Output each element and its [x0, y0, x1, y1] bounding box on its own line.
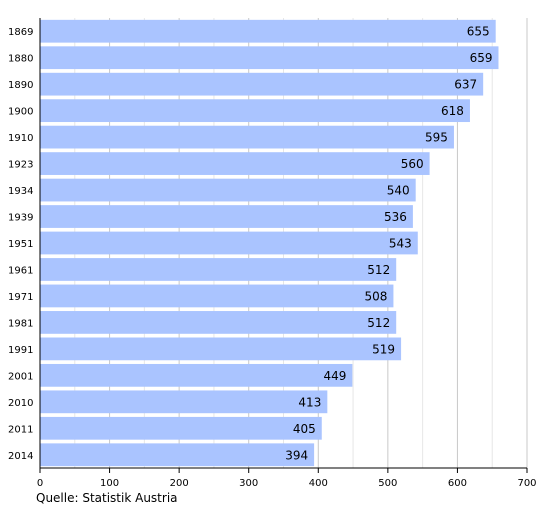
y-tick-label-1934: 1934 — [8, 186, 33, 197]
data-label-1951: 543 — [389, 237, 412, 251]
data-label-1961: 512 — [367, 263, 390, 277]
x-tick-label-200: 200 — [170, 478, 189, 489]
y-tick-label-1971: 1971 — [8, 292, 33, 303]
x-tick-label-300: 300 — [239, 478, 258, 489]
y-tick-label-1880: 1880 — [8, 54, 33, 65]
bar-2010 — [40, 390, 328, 414]
data-label-1890: 637 — [454, 78, 477, 92]
y-tick-label-2010: 2010 — [8, 398, 33, 409]
x-tick-label-0: 0 — [37, 478, 43, 489]
data-label-1923: 560 — [401, 157, 424, 171]
data-label-2010: 413 — [298, 395, 321, 409]
data-label-1869: 655 — [467, 25, 490, 39]
data-label-1900: 618 — [441, 104, 464, 118]
y-axis: 1869 1880 1890 1900 1910 1923 1934 1939 1951 1961… — [8, 18, 41, 468]
x-axis: 0 100 200 300 400 500 600 700 — [37, 467, 537, 489]
bar-1934 — [40, 178, 416, 202]
y-tick-label-1991: 1991 — [8, 345, 33, 356]
x-tick-label-600: 600 — [448, 478, 467, 489]
data-label-2014: 394 — [285, 448, 308, 462]
bar-1910 — [40, 125, 454, 149]
y-tick-label-1981: 1981 — [8, 318, 33, 329]
y-tick-label-1890: 1890 — [8, 80, 33, 91]
y-tick-label-1869: 1869 — [8, 27, 33, 38]
bar-1939 — [40, 205, 413, 228]
y-tick-label-1900: 1900 — [8, 107, 33, 118]
bar-1951 — [40, 231, 418, 255]
y-tick-label-1951: 1951 — [8, 239, 33, 250]
data-label-1971: 508 — [365, 289, 388, 303]
y-tick-label-1939: 1939 — [8, 213, 33, 224]
data-label-2001: 449 — [323, 369, 346, 383]
bar-1869 — [40, 19, 496, 43]
data-label-1939: 536 — [384, 210, 407, 224]
data-label-2011: 405 — [293, 422, 316, 436]
y-tick-label-2011: 2011 — [8, 424, 33, 435]
bar-1991 — [40, 337, 402, 361]
x-tick-label-500: 500 — [378, 478, 397, 489]
bar-1961 — [40, 258, 397, 281]
bar-1900 — [40, 99, 470, 123]
y-tick-label-2014: 2014 — [8, 451, 33, 462]
bar-1890 — [40, 72, 484, 96]
y-tick-label-1923: 1923 — [8, 160, 33, 171]
x-tick-label-700: 700 — [517, 478, 536, 489]
bars — [40, 19, 499, 467]
y-tick-label-1910: 1910 — [8, 133, 33, 144]
bar-2011 — [40, 416, 322, 440]
bar-1981 — [40, 311, 397, 334]
data-label-1981: 512 — [367, 316, 390, 330]
source-note: Quelle: Statistik Austria — [36, 491, 178, 505]
bar-1971 — [40, 284, 394, 308]
bar-2014 — [40, 443, 315, 467]
bar-2001 — [40, 363, 353, 387]
data-label-1880: 659 — [470, 51, 493, 65]
x-tick-label-100: 100 — [100, 478, 119, 489]
bar-1923 — [40, 152, 430, 175]
y-tick-label-1961: 1961 — [8, 265, 33, 276]
data-label-1934: 540 — [387, 184, 410, 198]
data-label-1910: 595 — [425, 131, 448, 145]
data-label-1991: 519 — [372, 342, 395, 356]
y-tick-label-2001: 2001 — [8, 371, 33, 382]
x-tick-label-400: 400 — [309, 478, 328, 489]
bar-1880 — [40, 46, 499, 70]
